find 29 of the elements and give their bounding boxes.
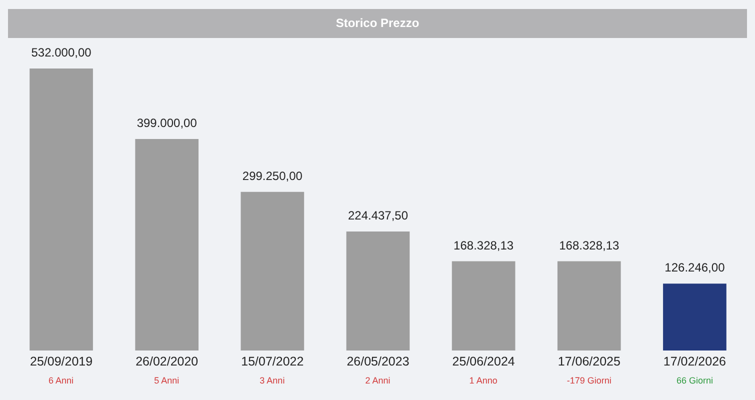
x-tick-label: 25/06/2024 bbox=[452, 354, 515, 368]
data-label: 399.000,00 bbox=[136, 116, 198, 130]
chart-title: Storico Prezzo bbox=[336, 15, 420, 32]
text: 6 Anni bbox=[48, 376, 74, 386]
x-tick-label: 17/06/2025 bbox=[558, 354, 620, 368]
text: 66 Giorni bbox=[676, 376, 713, 386]
x-tick-label: 15/07/2022 bbox=[241, 354, 304, 368]
x-tick-label: 26/02/2020 bbox=[136, 354, 198, 368]
data-label: 299.250,00 bbox=[242, 168, 303, 183]
text: -179 Giorni bbox=[566, 376, 612, 386]
bar bbox=[30, 68, 93, 350]
bar bbox=[557, 261, 621, 350]
bar bbox=[135, 139, 199, 350]
text: 1 Anno bbox=[469, 376, 498, 386]
x-tick-label: 17/02/2026 bbox=[663, 354, 726, 368]
bar bbox=[240, 192, 304, 350]
text: 2 Anni bbox=[365, 376, 390, 386]
x-tick-label: 25/09/2019 bbox=[30, 354, 93, 368]
bar bbox=[452, 261, 516, 350]
data-label: 126.246,00 bbox=[664, 260, 726, 275]
data-label: 532.000,00 bbox=[31, 46, 92, 60]
text: 3 Anni bbox=[260, 376, 285, 386]
bar bbox=[663, 284, 726, 350]
data-label: 224.437,50 bbox=[348, 208, 408, 223]
data-label: 168.328,13 bbox=[559, 238, 620, 252]
x-tick-label: 26/05/2023 bbox=[346, 354, 410, 368]
data-label: 168.328,13 bbox=[454, 238, 514, 252]
text: 5 Anni bbox=[154, 376, 180, 386]
bar bbox=[346, 232, 410, 350]
